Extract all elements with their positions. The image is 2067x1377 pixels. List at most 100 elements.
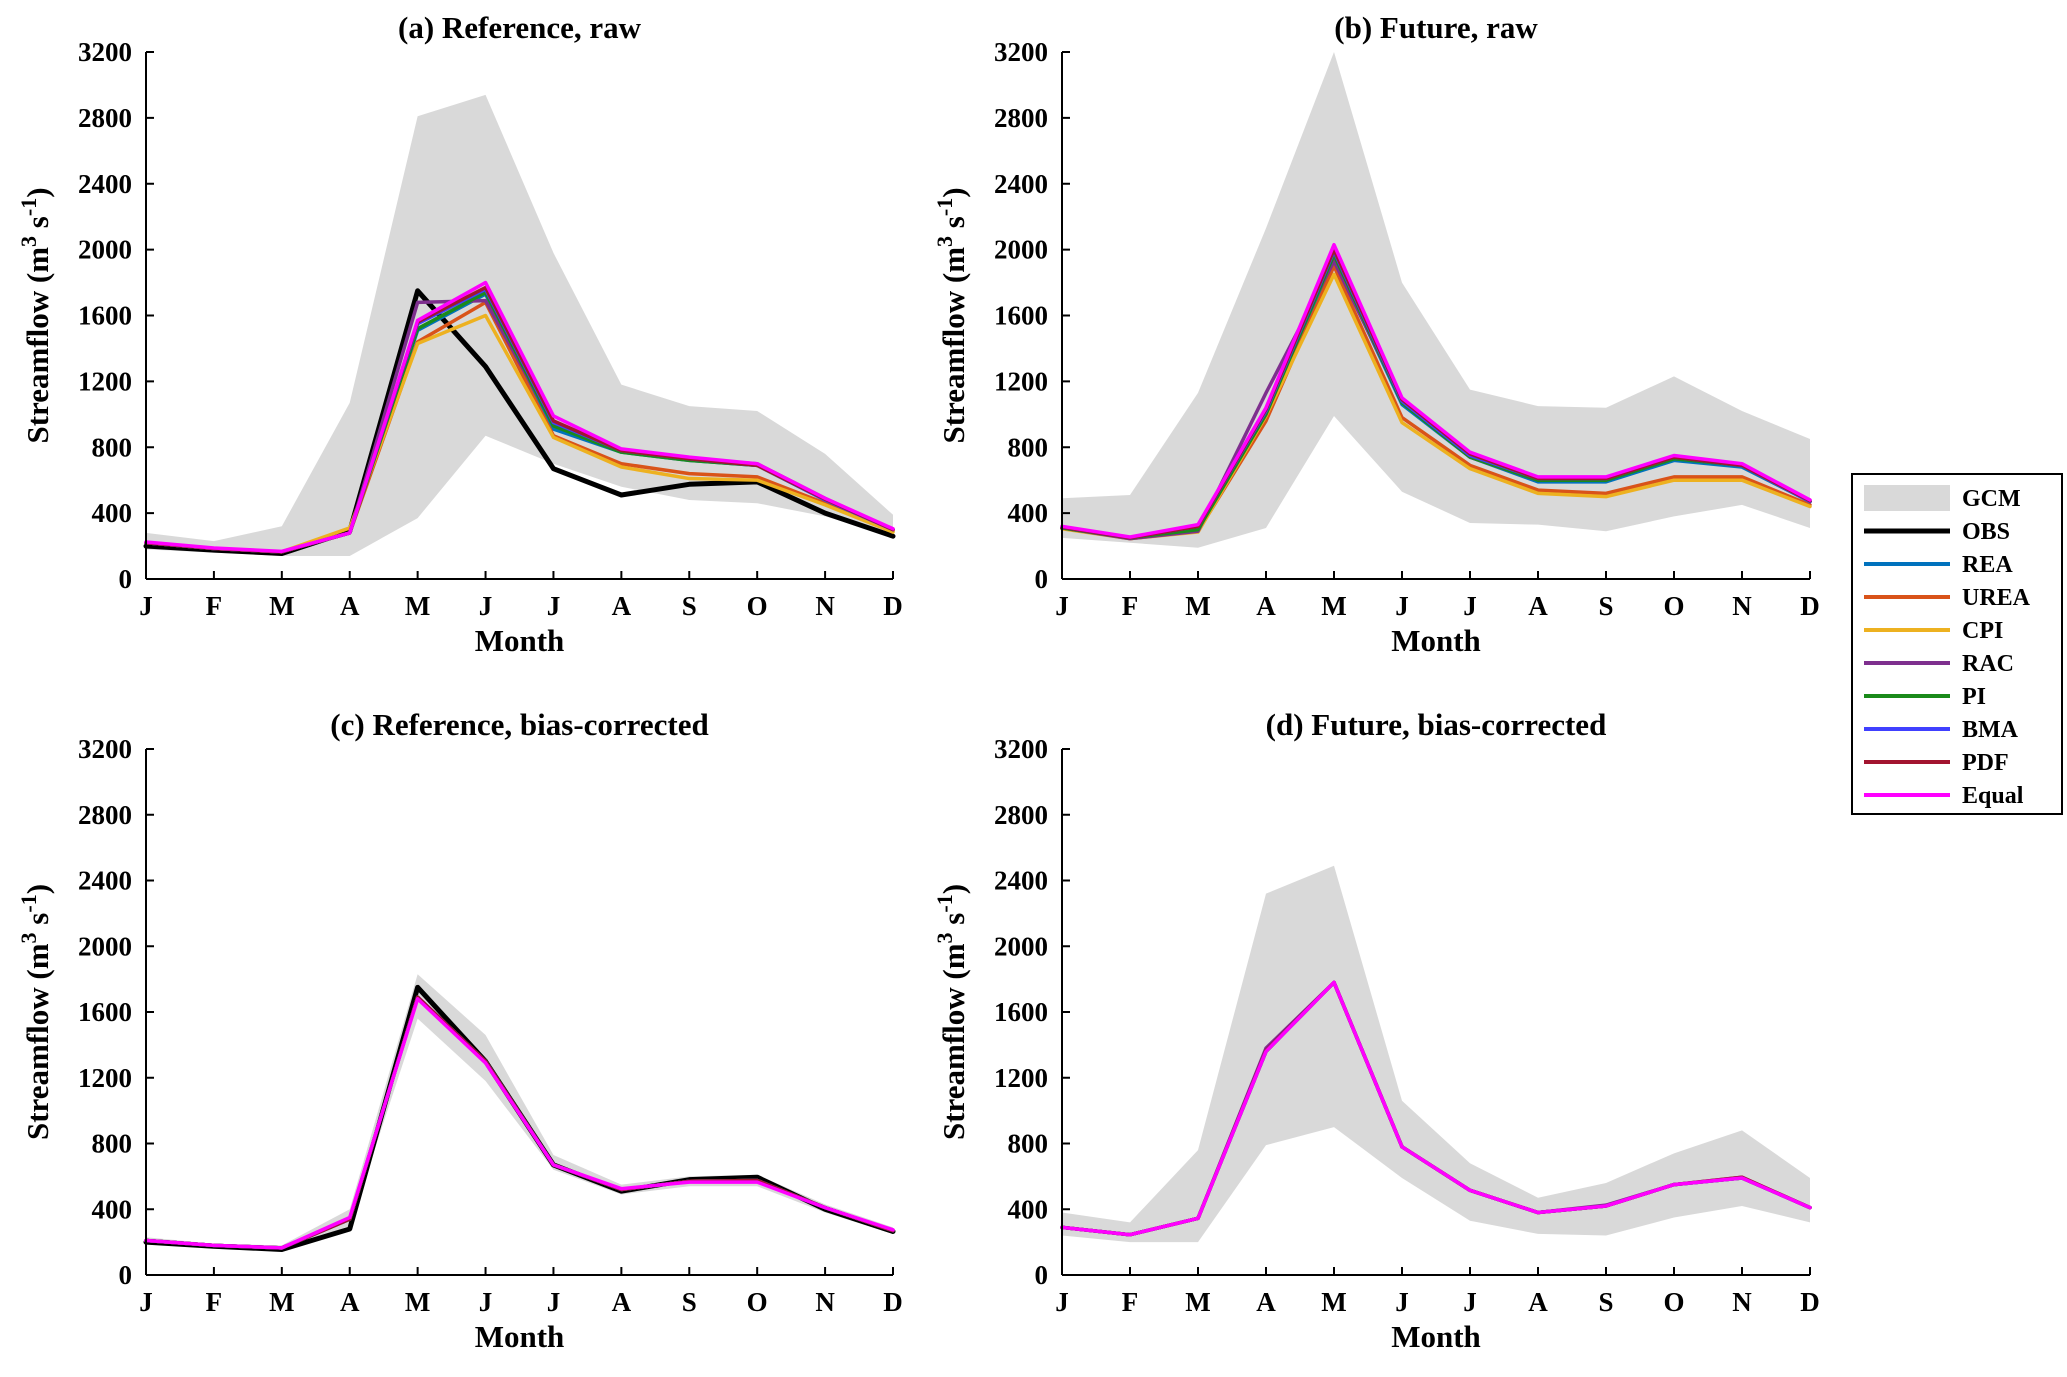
y-axis-title-part: ) xyxy=(20,884,55,894)
y-axis-title-part: s xyxy=(20,913,55,933)
panel-d: 0 400 800 1200 1600 2000 2400 2800 3200 J F M A M J J A S… xyxy=(932,707,1820,1354)
y-axis-title: Streamflow (m3 s-1) xyxy=(16,884,55,1140)
x-tick-label: N xyxy=(1732,591,1752,621)
y-axis-title-part: 3 xyxy=(932,932,957,943)
legend-label-rac: RAC xyxy=(1962,651,2014,677)
y-axis-title: Streamflow (m3 s-1) xyxy=(932,187,971,443)
legend-label-urea: UREA xyxy=(1962,585,2031,611)
y-axis-title-part: 3 xyxy=(16,932,41,943)
x-tick-label: J xyxy=(479,591,493,621)
x-tick-label: D xyxy=(883,1287,903,1317)
x-tick-label: A xyxy=(612,591,632,621)
panel-title: (c) Reference, bias-corrected xyxy=(330,707,708,742)
x-axis-title: Month xyxy=(1391,623,1481,658)
y-tick-label: 2800 xyxy=(994,103,1048,133)
x-tick-label: M xyxy=(1321,1287,1346,1317)
x-axis-title: Month xyxy=(475,623,565,658)
y-tick-label: 400 xyxy=(92,1194,133,1224)
x-tick-label: N xyxy=(815,1287,835,1317)
x-tick-label: J xyxy=(1055,591,1069,621)
x-tick-label: M xyxy=(405,591,430,621)
x-tick-label: A xyxy=(340,591,360,621)
y-tick-label: 3200 xyxy=(994,37,1048,67)
y-tick-label: 2800 xyxy=(994,800,1048,830)
x-tick-label: N xyxy=(815,591,835,621)
x-tick-label: D xyxy=(883,591,903,621)
x-tick-label: J xyxy=(547,1287,561,1317)
x-tick-label: A xyxy=(1256,591,1276,621)
y-tick-label: 800 xyxy=(92,1129,133,1159)
y-tick-label: 1600 xyxy=(994,997,1048,1027)
y-tick-label: 1600 xyxy=(78,301,132,331)
y-tick-label: 2400 xyxy=(78,866,132,896)
series-line-equal xyxy=(1060,242,1812,539)
y-axis-title-part: s xyxy=(20,216,55,236)
x-tick-label: J xyxy=(479,1287,493,1317)
x-tick-label: F xyxy=(1122,1287,1139,1317)
legend-label-gcm: GCM xyxy=(1962,486,2021,512)
x-tick-label: M xyxy=(269,591,294,621)
x-tick-label: J xyxy=(1463,591,1477,621)
y-tick-label: 1200 xyxy=(994,366,1048,396)
y-tick-label: 2800 xyxy=(78,800,132,830)
y-tick-label: 0 xyxy=(1035,1260,1049,1290)
legend-label-bma: BMA xyxy=(1962,717,2019,743)
y-axis-title-part: -1 xyxy=(932,198,957,216)
y-tick-label: 400 xyxy=(92,498,133,528)
y-axis-title-part: Streamflow xyxy=(936,283,971,443)
gcm-band xyxy=(1062,52,1810,548)
legend: GCM OBS REA UREA CPI RAC PI BMA PDF Equal xyxy=(1851,473,2063,815)
y-axis-title-part: ) xyxy=(936,187,971,197)
y-axis-title-part: -1 xyxy=(932,894,957,912)
x-tick-label: J xyxy=(547,591,561,621)
y-tick-label: 1200 xyxy=(994,1063,1048,1093)
x-axis-title: Month xyxy=(475,1319,565,1354)
y-tick-label: 2400 xyxy=(994,866,1048,896)
legend-label-pi: PI xyxy=(1962,684,1986,710)
y-tick-label: 1200 xyxy=(78,1063,132,1093)
panel-c: 0 400 800 1200 1600 2000 2400 2800 3200 J F M A M J J A S… xyxy=(16,707,903,1354)
y-axis-title-part: (m xyxy=(936,247,971,283)
gcm-band xyxy=(1062,865,1810,1243)
y-axis-title-part: 3 xyxy=(16,236,41,247)
y-tick-label: 1200 xyxy=(78,366,132,396)
x-tick-label: M xyxy=(269,1287,294,1317)
x-tick-label: A xyxy=(1528,591,1548,621)
y-tick-label: 2800 xyxy=(78,103,132,133)
y-tick-label: 400 xyxy=(1008,498,1049,528)
legend-swatch-gcm xyxy=(1864,485,1950,511)
y-tick-label: 2000 xyxy=(78,931,132,961)
x-tick-label: D xyxy=(1800,591,1820,621)
y-axis-title-part: -1 xyxy=(16,198,41,216)
panel-b: 0 400 800 1200 1600 2000 2400 2800 3200 J F M A M J J A S… xyxy=(932,10,1820,658)
y-tick-label: 800 xyxy=(1008,1129,1049,1159)
series-line-equal xyxy=(144,997,895,1250)
y-axis-title: Streamflow (m3 s-1) xyxy=(932,884,971,1140)
y-tick-label: 3200 xyxy=(78,37,132,67)
y-axis-title-part: 3 xyxy=(932,236,957,247)
x-tick-label: J xyxy=(139,591,153,621)
legend-label-pdf: PDF xyxy=(1962,750,2009,776)
x-tick-label: J xyxy=(1395,1287,1409,1317)
y-axis-title-part: ) xyxy=(20,187,55,197)
x-tick-label: F xyxy=(206,1287,223,1317)
x-tick-label: J xyxy=(1055,1287,1069,1317)
y-tick-label: 2000 xyxy=(994,931,1048,961)
y-tick-label: 3200 xyxy=(78,734,132,764)
panel-title: (d) Future, bias-corrected xyxy=(1266,707,1607,742)
y-tick-label: 0 xyxy=(1035,564,1049,594)
series-line-equal xyxy=(144,280,895,554)
y-tick-label: 1600 xyxy=(994,301,1048,331)
y-axis-title-part: ) xyxy=(936,884,971,894)
y-axis-title-part: s xyxy=(936,216,971,236)
y-axis-title-part: -1 xyxy=(16,894,41,912)
x-tick-label: M xyxy=(405,1287,430,1317)
y-tick-label: 2400 xyxy=(78,169,132,199)
y-axis-title-part: (m xyxy=(20,943,55,979)
x-tick-label: A xyxy=(1256,1287,1276,1317)
x-tick-label: O xyxy=(747,591,768,621)
x-tick-label: J xyxy=(139,1287,153,1317)
x-tick-label: D xyxy=(1800,1287,1820,1317)
